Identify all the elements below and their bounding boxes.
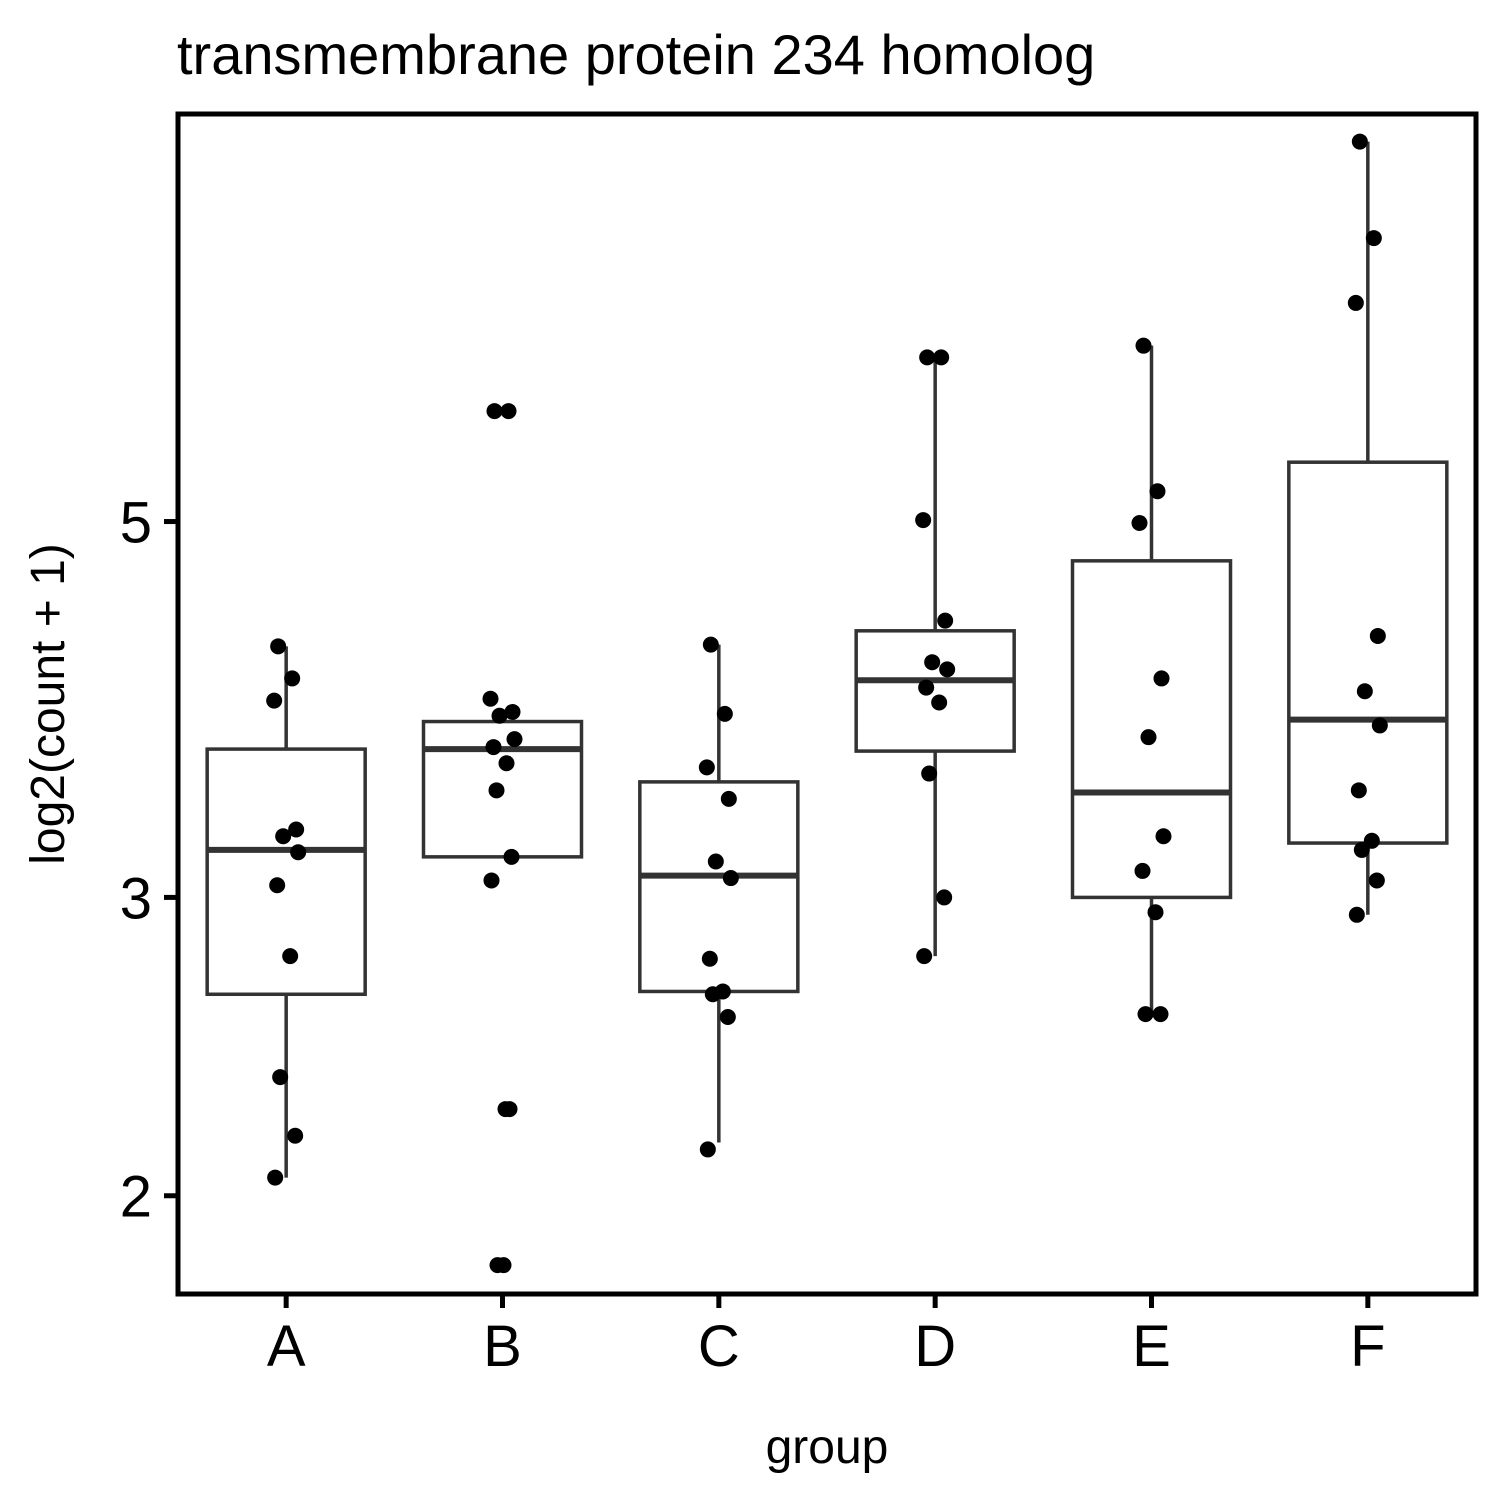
y-tick-label: 5 (120, 491, 152, 556)
data-point (707, 853, 724, 870)
data-point (500, 403, 517, 420)
data-point (1351, 133, 1368, 150)
data-point (290, 844, 307, 861)
data-point (269, 877, 286, 894)
data-point (1365, 230, 1382, 247)
x-tick-label: C (698, 1314, 740, 1379)
points-c (698, 636, 739, 1158)
data-point (919, 349, 936, 366)
data-point (931, 694, 948, 711)
box-iqr (638, 780, 800, 994)
data-point (288, 821, 305, 838)
data-point (1350, 782, 1367, 799)
points-e (1131, 337, 1172, 1023)
data-point (1347, 294, 1364, 311)
data-point (1140, 729, 1157, 746)
data-point (506, 731, 523, 748)
x-axis-label: group (766, 1421, 889, 1474)
data-point (716, 705, 733, 722)
data-point (1152, 1006, 1169, 1023)
box-a (205, 646, 367, 1178)
plot-area (205, 133, 1449, 1274)
data-point (921, 765, 938, 782)
data-point (702, 636, 719, 653)
data-point (495, 1257, 512, 1274)
data-point (1155, 828, 1172, 845)
chart-title: transmembrane protein 234 homolog (177, 23, 1095, 86)
box-iqr (1287, 460, 1449, 845)
data-point (284, 670, 301, 687)
box-f (1287, 141, 1449, 915)
data-point (504, 703, 521, 720)
data-point (916, 948, 933, 965)
x-tick-label: D (914, 1314, 956, 1379)
data-point (483, 872, 500, 889)
data-point (1348, 906, 1365, 923)
y-axis-label: log2(count + 1) (22, 543, 75, 865)
data-point (918, 679, 935, 696)
data-point (486, 403, 503, 420)
data-point (482, 690, 499, 707)
data-point (937, 612, 954, 629)
data-point (720, 790, 737, 807)
data-point (272, 1069, 289, 1086)
data-point (1149, 483, 1166, 500)
data-point (1131, 515, 1148, 532)
data-point (698, 759, 715, 776)
data-point (491, 707, 508, 724)
data-point (266, 692, 283, 709)
data-point (701, 950, 718, 967)
points-b (482, 403, 523, 1274)
x-tick-label: B (483, 1314, 522, 1379)
data-point (924, 654, 941, 671)
data-point (936, 889, 953, 906)
data-point (1153, 670, 1170, 687)
y-tick-label: 2 (120, 1165, 152, 1230)
plot-border (175, 111, 1479, 1297)
box-d (854, 357, 1016, 957)
points-d (915, 349, 956, 965)
data-point (1137, 1006, 1154, 1023)
data-point (722, 870, 739, 887)
data-point (1371, 717, 1388, 734)
data-point (488, 782, 505, 799)
x-tick-label: A (267, 1314, 306, 1379)
data-point (1369, 627, 1386, 644)
data-point (267, 1169, 284, 1186)
data-point (1368, 872, 1385, 889)
box-iqr (854, 629, 1016, 753)
data-point (1353, 841, 1370, 858)
x-tick-label: E (1132, 1314, 1171, 1379)
data-point (719, 1008, 736, 1025)
y-tick-label: 3 (120, 866, 152, 931)
points-a (266, 638, 307, 1186)
data-point (275, 828, 292, 845)
data-point (485, 739, 502, 756)
box-iqr (1070, 559, 1233, 900)
data-point (282, 948, 299, 965)
data-point (503, 848, 520, 865)
data-point (1134, 862, 1151, 879)
data-point (1135, 337, 1152, 354)
x-axis: A B C D E F (267, 1294, 1386, 1379)
data-point (939, 661, 956, 678)
data-point (1356, 683, 1373, 700)
y-axis: 2 3 5 (120, 491, 178, 1230)
data-point (498, 755, 515, 772)
box-c (638, 644, 800, 1143)
box-e (1070, 345, 1233, 1015)
data-point (501, 1101, 518, 1118)
data-point (933, 349, 950, 366)
data-point (915, 512, 932, 529)
box-b (421, 711, 584, 859)
data-point (270, 638, 287, 655)
data-point (1147, 904, 1164, 921)
x-tick-label: F (1350, 1314, 1385, 1379)
data-point (287, 1127, 304, 1144)
data-point (704, 986, 721, 1003)
data-point (699, 1141, 716, 1158)
points-f (1347, 133, 1388, 923)
